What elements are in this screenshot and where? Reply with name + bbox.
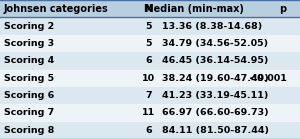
Text: Scoring 4: Scoring 4	[4, 56, 54, 65]
Text: 46.45 (36.14-54.95): 46.45 (36.14-54.95)	[162, 56, 268, 65]
Bar	[0, 87, 300, 104]
Text: 7: 7	[145, 91, 152, 100]
Bar	[0, 0, 300, 17]
Text: 10: 10	[142, 74, 155, 83]
Bar	[0, 17, 300, 35]
Text: 5: 5	[145, 22, 152, 31]
Text: N: N	[144, 4, 153, 14]
Text: 84.11 (81.50-87.44): 84.11 (81.50-87.44)	[162, 126, 269, 135]
Bar	[0, 35, 300, 52]
Text: 41.23 (33.19-45.11): 41.23 (33.19-45.11)	[162, 91, 268, 100]
Bar	[0, 70, 300, 87]
Text: Median (min-max): Median (min-max)	[144, 4, 244, 14]
Text: Scoring 8: Scoring 8	[4, 126, 54, 135]
Text: 66.97 (66.60-69.73): 66.97 (66.60-69.73)	[162, 108, 268, 117]
Text: 38.24 (19.60-47.49): 38.24 (19.60-47.49)	[162, 74, 269, 83]
Bar	[0, 122, 300, 139]
Text: Johnsen categories: Johnsen categories	[4, 4, 108, 14]
Text: <0.001: <0.001	[249, 74, 286, 83]
Text: Scoring 2: Scoring 2	[4, 22, 54, 31]
Bar	[0, 52, 300, 70]
Text: 11: 11	[142, 108, 155, 117]
Text: p: p	[279, 4, 286, 14]
Text: 6: 6	[145, 126, 152, 135]
Text: Scoring 7: Scoring 7	[4, 108, 54, 117]
Text: 5: 5	[145, 39, 152, 48]
Text: Scoring 6: Scoring 6	[4, 91, 54, 100]
Text: 13.36 (8.38-14.68): 13.36 (8.38-14.68)	[162, 22, 262, 31]
Text: 34.79 (34.56-52.05): 34.79 (34.56-52.05)	[162, 39, 268, 48]
Text: Scoring 3: Scoring 3	[4, 39, 54, 48]
Text: 6: 6	[145, 56, 152, 65]
Bar	[0, 104, 300, 122]
Text: Scoring 5: Scoring 5	[4, 74, 54, 83]
